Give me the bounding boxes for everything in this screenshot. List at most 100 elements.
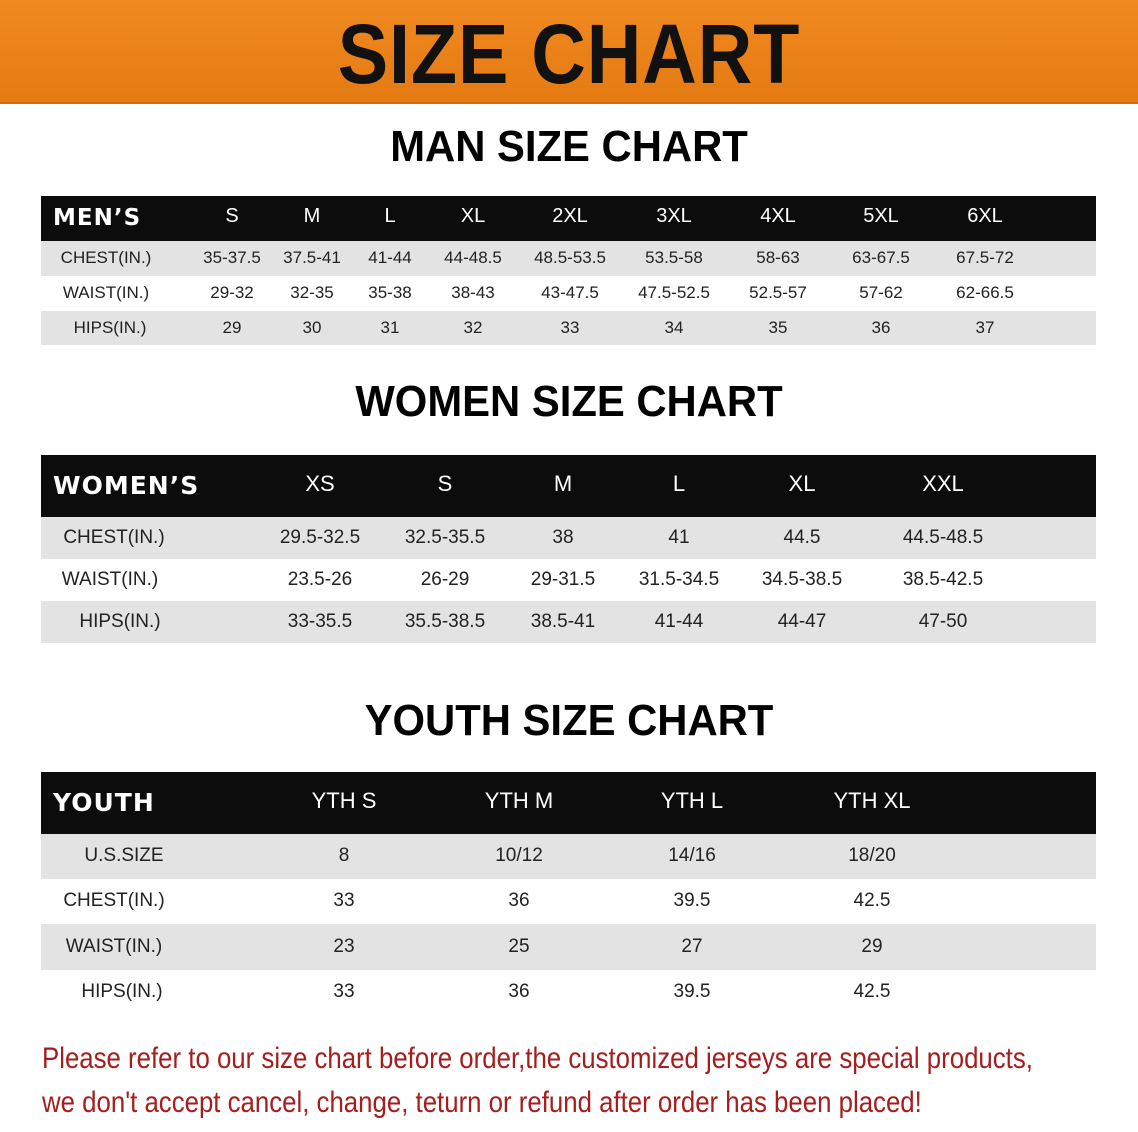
size-header-yth-s: YTH S [311,788,377,813]
youth-section-title: YOUTH SIZE CHART [364,696,774,745]
size-header-5xl: 5XL [863,204,899,227]
table-cell: 26-29 [420,568,470,590]
table-cell: 29 [222,317,242,337]
row-label: HIPS(IN.) [81,981,163,1003]
size-header-m: M [303,204,321,227]
table-cell: 36 [508,890,530,912]
table-cell: 25 [508,935,530,957]
women-section-title: WOMEN SIZE CHART [355,377,783,426]
table-cell: 35 [768,317,788,337]
row-label: U.S.SIZE [84,845,164,867]
table-cell: 18/20 [848,845,896,867]
row-label: CHEST(IN.) [60,248,152,268]
row-label: CHEST(IN.) [63,890,165,912]
women-header-row: WOMEN’S XS S M L XL XXL [41,455,1096,517]
size-header-xs: XS [305,471,335,496]
size-header-3xl: 3XL [656,204,692,227]
table-cell: 35-38 [368,283,412,303]
table-cell: 32 [463,317,483,337]
women-size-table: WOMEN’S XS S M L XL XXL CHEST(IN.) 29.5-32.5 32.5… [41,455,1096,644]
table-cell: 42.5 [853,981,891,1003]
size-header-2xl: 2XL [552,204,588,227]
table-cell: 35.5-38.5 [404,610,486,632]
table-cell: 10/12 [495,845,543,867]
row-label: HIPS(IN.) [79,610,161,632]
youth-header-label: YOUTH [53,788,155,817]
table-cell: 23.5-26 [287,568,353,590]
row-label: WAIST(IN.) [62,283,150,303]
table-cell: 63-67.5 [852,248,910,268]
youth-header-row: YOUTH YTH S YTH M YTH L YTH XL [41,772,1096,834]
table-cell: 38-43 [451,283,495,303]
row-label: HIPS(IN.) [73,317,147,337]
table-cell: 27 [681,935,703,957]
table-cell: 33 [560,317,580,337]
size-header-yth-xl: YTH XL [833,788,911,813]
table-cell: 23 [333,935,355,957]
table-row: CHEST(IN.) 35-37.5 37.5-41 41-44 44-48.5 48.5… [41,241,1096,276]
table-cell: 31 [380,317,400,337]
banner-title: SIZE CHART [337,7,801,101]
table-cell: 39.5 [673,981,711,1003]
notice-line-1: Please refer to our size chart before or… [42,1042,1033,1075]
table-row: CHEST(IN.) 29.5-32.5 32.5-35.5 38 41 44.5 44.5… [41,517,1096,559]
size-header-xl: XL [788,471,816,496]
table-cell: 29 [861,935,883,957]
table-cell: 41-44 [368,248,412,268]
table-cell: 29-32 [210,283,254,303]
table-cell: 57-62 [859,283,903,303]
size-header-6xl: 6XL [967,204,1003,227]
table-cell: 34.5-38.5 [761,568,843,590]
row-label: CHEST(IN.) [63,526,165,548]
table-cell: 47.5-52.5 [638,283,710,303]
men-header-label: MEN’S [53,204,142,231]
table-row: HIPS(IN.) 29 30 31 32 33 34 35 36 37 [41,311,1096,345]
row-label: WAIST(IN.) [61,568,159,590]
women-header-label: WOMEN’S [53,471,200,500]
size-header-xl: XL [460,204,486,227]
table-row: WAIST(IN.) 29-32 32-35 35-38 38-43 43-47.5 47.… [41,276,1096,311]
table-row: HIPS(IN.) 33-35.5 35.5-38.5 38.5-41 41-44 44-… [41,601,1096,643]
table-cell: 38.5-41 [530,610,596,632]
size-header-yth-m: YTH M [484,788,554,813]
table-cell: 38.5-42.5 [902,568,984,590]
table-row: U.S.SIZE 8 10/12 14/16 18/20 [41,834,1096,879]
table-cell: 29.5-32.5 [279,526,361,548]
table-cell: 52.5-57 [749,283,807,303]
table-cell: 44-48.5 [444,248,502,268]
men-header-row: MEN’S S M L XL 2XL 3XL 4XL 5XL 6XL [41,196,1096,241]
table-cell: 37.5-41 [283,248,341,268]
row-label: WAIST(IN.) [65,935,163,957]
table-cell: 44.5-48.5 [902,526,984,548]
table-cell: 62-66.5 [956,283,1014,303]
table-cell: 47-50 [918,610,968,632]
table-cell: 42.5 [853,890,891,912]
table-cell: 36 [871,317,891,337]
table-cell: 36 [508,981,530,1003]
table-cell: 30 [302,317,322,337]
youth-size-table: YOUTH YTH S YTH M YTH L YTH XL U.S.SIZE 8 10/12… [41,772,1096,1016]
notice-line-2: we don't accept cancel, change, teturn o… [42,1086,922,1119]
table-cell: 33-35.5 [287,610,353,632]
men-size-table: MEN’S S M L XL 2XL 3XL 4XL 5XL 6XL CHEST(IN.) 35-37… [41,196,1096,346]
table-cell: 41 [668,526,690,548]
table-cell: 53.5-58 [645,248,703,268]
table-cell: 34 [664,317,684,337]
table-cell: 29-31.5 [530,568,596,590]
size-header-4xl: 4XL [760,204,796,227]
size-header-yth-l: YTH L [660,788,724,813]
table-cell: 44-47 [777,610,827,632]
table-cell: 43-47.5 [541,283,599,303]
table-row: HIPS(IN.) 33 36 39.5 42.5 [41,970,1096,1015]
size-header-m: M [553,471,573,496]
table-cell: 8 [338,845,350,867]
table-cell: 33 [333,890,355,912]
table-cell: 67.5-72 [956,248,1014,268]
size-header-xxl: XXL [922,471,964,496]
table-cell: 41-44 [654,610,704,632]
size-header-l: L [672,471,686,496]
table-cell: 32.5-35.5 [404,526,486,548]
table-cell: 35-37.5 [203,248,261,268]
size-header-l: L [384,204,396,227]
table-cell: 58-63 [756,248,800,268]
